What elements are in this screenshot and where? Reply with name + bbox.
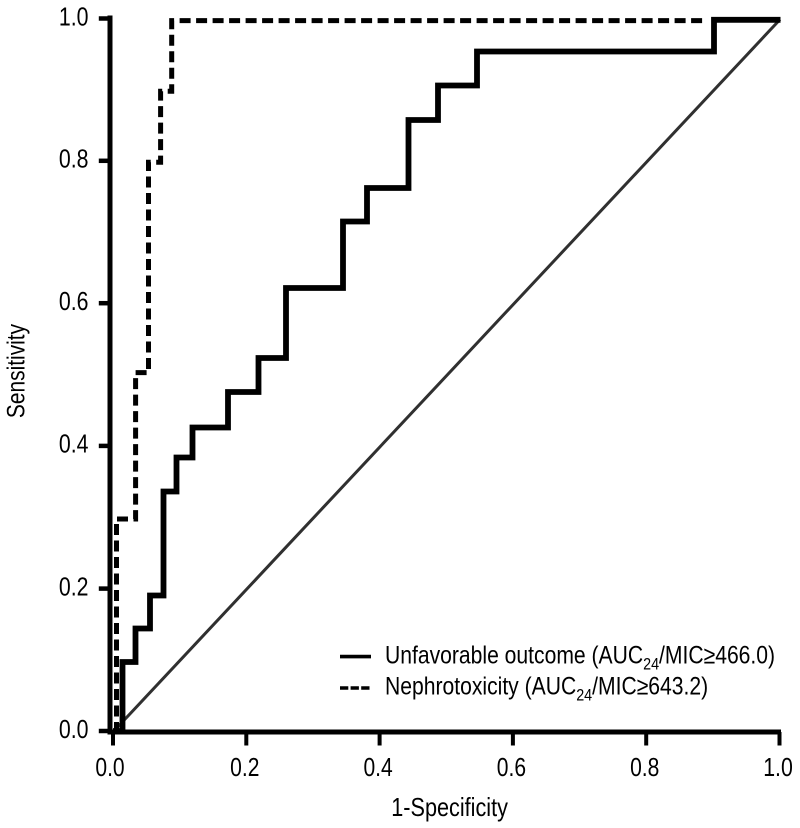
svg-text:0.0: 0.0 — [95, 754, 124, 783]
svg-text:1.0: 1.0 — [763, 753, 793, 783]
svg-text:0.2: 0.2 — [230, 754, 259, 783]
svg-text:0.8: 0.8 — [59, 145, 89, 175]
svg-text:0.4: 0.4 — [59, 430, 89, 460]
svg-text:0.6: 0.6 — [59, 287, 89, 317]
svg-text:Sensitivity: Sensitivity — [2, 323, 30, 418]
svg-text:0.6: 0.6 — [497, 754, 526, 783]
svg-text:0.8: 0.8 — [630, 754, 659, 783]
svg-text:1-Specificity: 1-Specificity — [391, 793, 508, 822]
svg-text:0.4: 0.4 — [363, 754, 392, 783]
svg-text:Unfavorable outcome (AUC24/MIC: Unfavorable outcome (AUC24/MIC≥466.0) — [385, 641, 775, 674]
svg-text:0.2: 0.2 — [59, 572, 89, 602]
svg-text:1.0: 1.0 — [59, 2, 89, 32]
svg-text:Nephrotoxicity (AUC24/MIC≥643.: Nephrotoxicity (AUC24/MIC≥643.2) — [385, 672, 708, 705]
svg-text:0.0: 0.0 — [59, 715, 89, 745]
